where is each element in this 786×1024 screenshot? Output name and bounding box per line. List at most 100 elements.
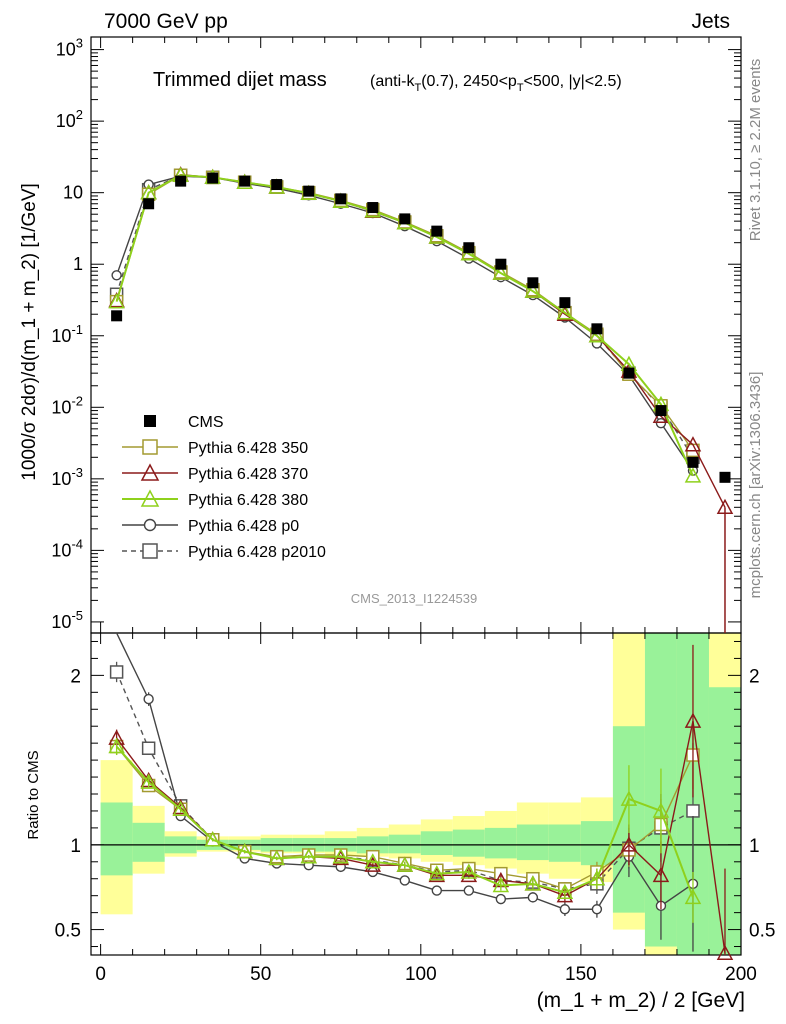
ratio-point-p380-175 — [652, 802, 670, 818]
ratio-series — [108, 632, 734, 961]
plot-title-main: Trimmed dijet mass — [153, 69, 327, 91]
ratio-point-p370-195 — [716, 944, 734, 961]
ratio-point-p370-85 — [364, 856, 382, 872]
main-ylabel: 1000/σ 2dσ)/d(m_1 + m_2) [1/GeV] — [19, 183, 40, 481]
main-point-cms-115 — [463, 242, 475, 254]
x-tick-label-50: 50 — [250, 964, 271, 985]
main-point-cms-45 — [239, 175, 251, 187]
ratio-ytick-label-2: 2 — [70, 666, 81, 687]
ratio-point-p0-125 — [495, 893, 507, 905]
rivet-label: Rivet 3.1.10, ≥ 2.2M events — [747, 59, 764, 242]
ratio-point-p380-35 — [204, 831, 221, 847]
main-ytick-label-10^2: 102 — [56, 107, 83, 131]
main-point-p380-185 — [684, 467, 702, 483]
band-green-14 — [548, 824, 581, 862]
legend-label-p0: Pythia 6.428 p0 — [188, 518, 299, 535]
axis-ticks: 0 50 100 150 20010-510-410-310-210-111010210… — [51, 36, 775, 985]
x-axis-label: (m_1 + m_2) / 2 [GeV] — [537, 989, 745, 1012]
band-green-12 — [484, 827, 517, 859]
ratio-point-p370-115 — [460, 866, 478, 883]
main-series — [108, 166, 734, 633]
main-point-cms-145 — [559, 297, 571, 309]
band-green-1 — [132, 822, 165, 862]
band-green-10 — [420, 831, 453, 856]
main-point-cms-95 — [399, 213, 411, 225]
main-point-cms-175 — [655, 405, 667, 417]
header-right: Jets — [691, 10, 730, 33]
main-ytick-label-10^-1: 10-1 — [51, 322, 83, 346]
plot-title-detail: (anti-kT(0.7), 2450<pT<500, |y|<2.5) — [370, 73, 622, 94]
main-point-cms-65 — [303, 185, 315, 197]
ratio-point-p380-5 — [108, 737, 125, 754]
main-point-cms-135 — [527, 277, 539, 289]
legend-label-cms: CMS — [188, 414, 224, 431]
legend-label-p370: Pythia 6.428 370 — [188, 466, 308, 483]
main-line-p370 — [115, 174, 726, 508]
ratio-point-p370-105 — [428, 866, 446, 883]
main-point-p380-115 — [460, 245, 478, 261]
ratio-point-p370-185 — [684, 712, 702, 728]
ratio-ylabel: Ratio to CMS — [25, 750, 42, 839]
ratio-point-p380-75 — [332, 848, 350, 864]
ratio-ytick-label-right-0.5: 0.5 — [749, 921, 775, 942]
title-detail-mid: (0.7), 2450<p — [421, 73, 517, 90]
x-tick-label-200: 200 — [725, 964, 757, 985]
ratio-point-p380-125 — [492, 876, 510, 893]
legend-marker-cms — [144, 415, 156, 427]
main-point-cms-35 — [207, 172, 219, 184]
header-left: 7000 GeV pp — [104, 10, 228, 33]
ratio-point-p380-45 — [236, 843, 253, 859]
ratio-point-p380-105 — [428, 865, 446, 881]
ratio-point-p2010-185 — [686, 804, 700, 818]
main-ytick-label-10^-3: 10-3 — [51, 465, 83, 489]
main-point-p380-135 — [524, 282, 542, 298]
ratio-point-p380-65 — [300, 848, 317, 864]
title-detail-post: <500, |y|<2.5) — [524, 73, 622, 90]
ratio-point-p380-115 — [460, 863, 478, 879]
ratio-point-p380-15 — [140, 773, 157, 789]
ratio-point-p380-155 — [588, 870, 606, 886]
ratio-ytick-label-right-1: 1 — [749, 836, 760, 857]
title-detail-pre: (anti-k — [370, 73, 415, 90]
ratio-point-p380-135 — [524, 875, 542, 891]
ratio-point-p2010-15 — [141, 741, 156, 755]
ratio-ytick-label-0.5: 0.5 — [55, 921, 81, 942]
ratio-point-p370-175 — [652, 866, 670, 883]
main-ytick-label-1: 1 — [73, 254, 83, 274]
ratio-point-p370-145 — [556, 887, 574, 903]
ratio-point-p0-155 — [591, 904, 603, 915]
legend-marker-p350 — [142, 439, 158, 455]
main-point-p380-5 — [108, 293, 125, 309]
plot-title: Trimmed dijet mass — [153, 69, 327, 91]
ratio-point-p0-135 — [527, 892, 539, 903]
ratio-point-p0-105 — [431, 885, 443, 896]
legend-marker-p380 — [140, 489, 160, 507]
main-point-cms-155 — [591, 323, 603, 335]
ratio-point-p370-165 — [620, 836, 638, 852]
ratio-ytick-label-1: 1 — [70, 836, 81, 857]
legend-label-p350: Pythia 6.428 350 — [188, 440, 308, 457]
title-detail-sub2: T — [517, 82, 524, 94]
main-ytick-label-10^-4: 10-4 — [51, 536, 83, 560]
main-ytick-label-10: 10 — [63, 183, 83, 203]
band-green-11 — [452, 829, 485, 857]
ratio-point-p380-145 — [556, 883, 574, 900]
main-point-cms-125 — [495, 258, 507, 270]
main-point-p0-175 — [655, 417, 667, 429]
mcplots-label: mcplots.cern.ch [arXiv:1306.3436] — [747, 372, 764, 599]
ratio-point-p380-55 — [268, 849, 285, 866]
main-point-cms-15 — [143, 198, 155, 210]
legend-marker-p2010 — [142, 543, 158, 559]
title-detail-sub1: T — [414, 82, 421, 94]
ratio-point-p380-165 — [620, 790, 638, 806]
main-point-cms-55 — [271, 179, 283, 191]
main-point-p380-125 — [492, 264, 510, 280]
main-point-cms-75 — [335, 193, 347, 205]
main-ytick-label-10^-5: 10-5 — [51, 608, 83, 632]
ratio-point-p0-15 — [143, 693, 154, 705]
legend-marker-p0 — [143, 518, 157, 532]
main-ytick-label-10^-2: 10-2 — [51, 393, 83, 417]
main-point-cms-5 — [111, 310, 123, 322]
ratio-point-p380-25 — [172, 800, 189, 817]
